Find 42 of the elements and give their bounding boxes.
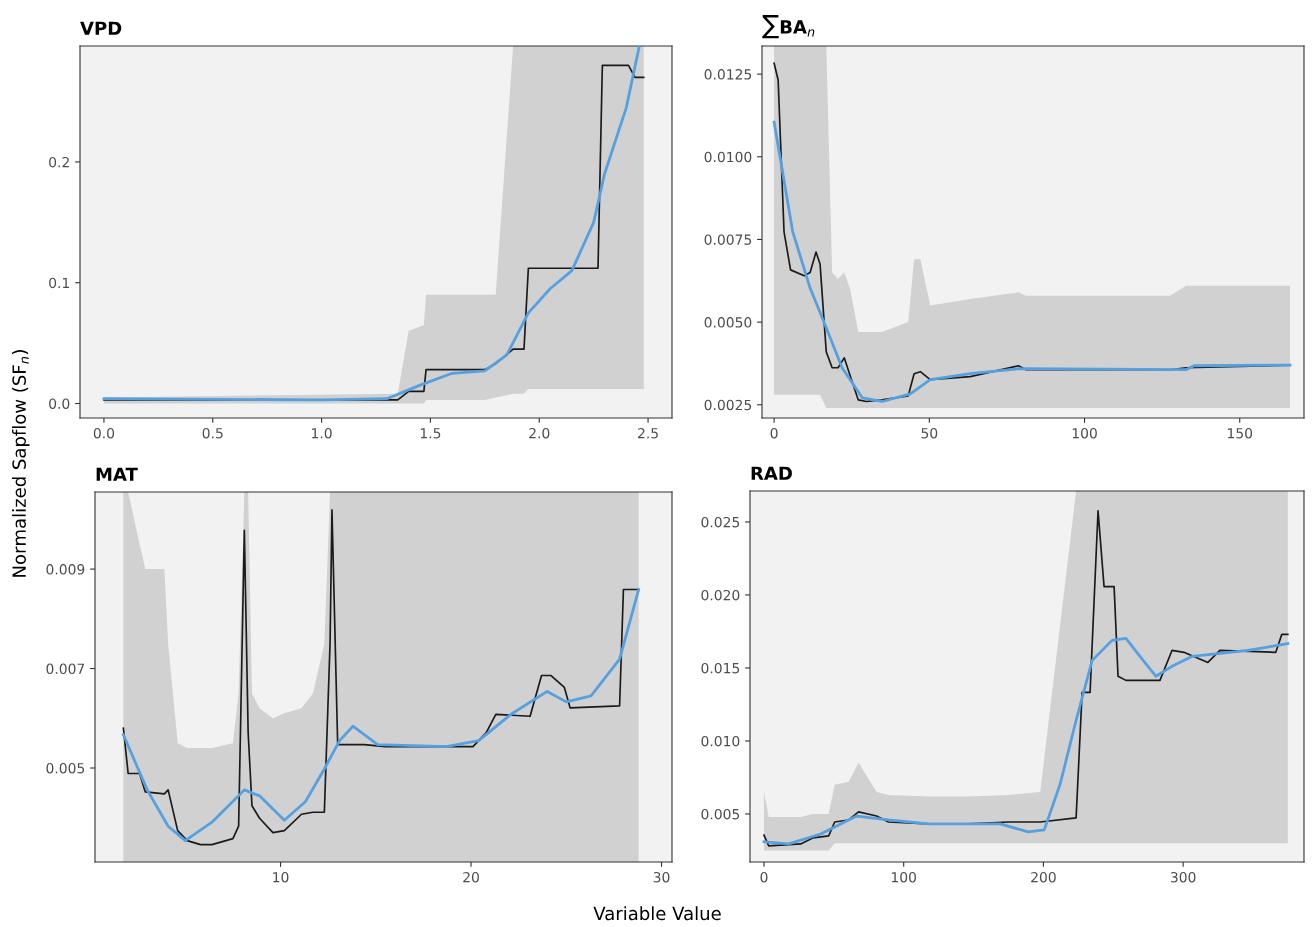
x-tick-label: 0.0: [93, 427, 115, 439]
chart-title: VPD: [80, 21, 122, 35]
x-tick-label: 300: [1170, 871, 1196, 883]
y-tick-label: 0.005: [701, 808, 740, 820]
x-tick-label: 1.0: [312, 427, 332, 439]
y-tick-label: 0.007: [46, 663, 85, 675]
x-axis-title: Variable Value: [593, 906, 721, 921]
x-tick-label: 0.5: [202, 427, 223, 439]
y-tick-label: 0.0025: [704, 399, 752, 411]
y-tick-label: 0.025: [701, 516, 740, 528]
x-tick-label: 30: [653, 871, 670, 883]
x-tick-label: 2.5: [638, 427, 658, 439]
chart-title: RAD: [751, 466, 792, 480]
x-tick-label: 2.0: [529, 427, 550, 439]
x-tick-label: 100: [1072, 427, 1097, 439]
chart-title: ∑BA$_{n}$: [762, 15, 815, 39]
y-axis-title: Normalized Sapflow (SF$_{n}$): [12, 350, 30, 577]
line-series: [762, 637, 1290, 846]
y-tick-label: 0.009: [46, 564, 85, 575]
y-tick-label: 0.1: [49, 277, 69, 289]
x-tick-label: 10: [273, 871, 289, 883]
x-tick-label: 200: [1031, 871, 1056, 883]
y-tick-label: 0.0075: [704, 234, 752, 245]
y-tick-label: 0.2: [49, 156, 69, 168]
y-tick-label: 0.0100: [704, 151, 752, 163]
x-tick-label: 50: [921, 427, 938, 439]
line-series: [772, 120, 1292, 403]
chart-title: MAT: [96, 467, 138, 481]
y-tick-label: 0.0125: [704, 69, 752, 80]
x-tick-label: 100: [891, 871, 917, 883]
line-series: [121, 588, 641, 843]
x-tick-label: 150: [1228, 427, 1253, 439]
x-tick-label: 1.5: [420, 428, 441, 439]
y-tick-label: 0.015: [701, 662, 740, 674]
x-tick-label: 20: [463, 871, 479, 883]
y-tick-label: 0.005: [46, 762, 85, 774]
y-tick-label: 0.0: [49, 398, 70, 409]
x-tick-label: 0: [770, 427, 778, 439]
y-tick-label: 0.020: [701, 589, 740, 601]
y-tick-label: 0.010: [701, 735, 740, 747]
x-tick-label: 0: [760, 871, 768, 883]
y-tick-label: 0.0050: [704, 317, 752, 328]
